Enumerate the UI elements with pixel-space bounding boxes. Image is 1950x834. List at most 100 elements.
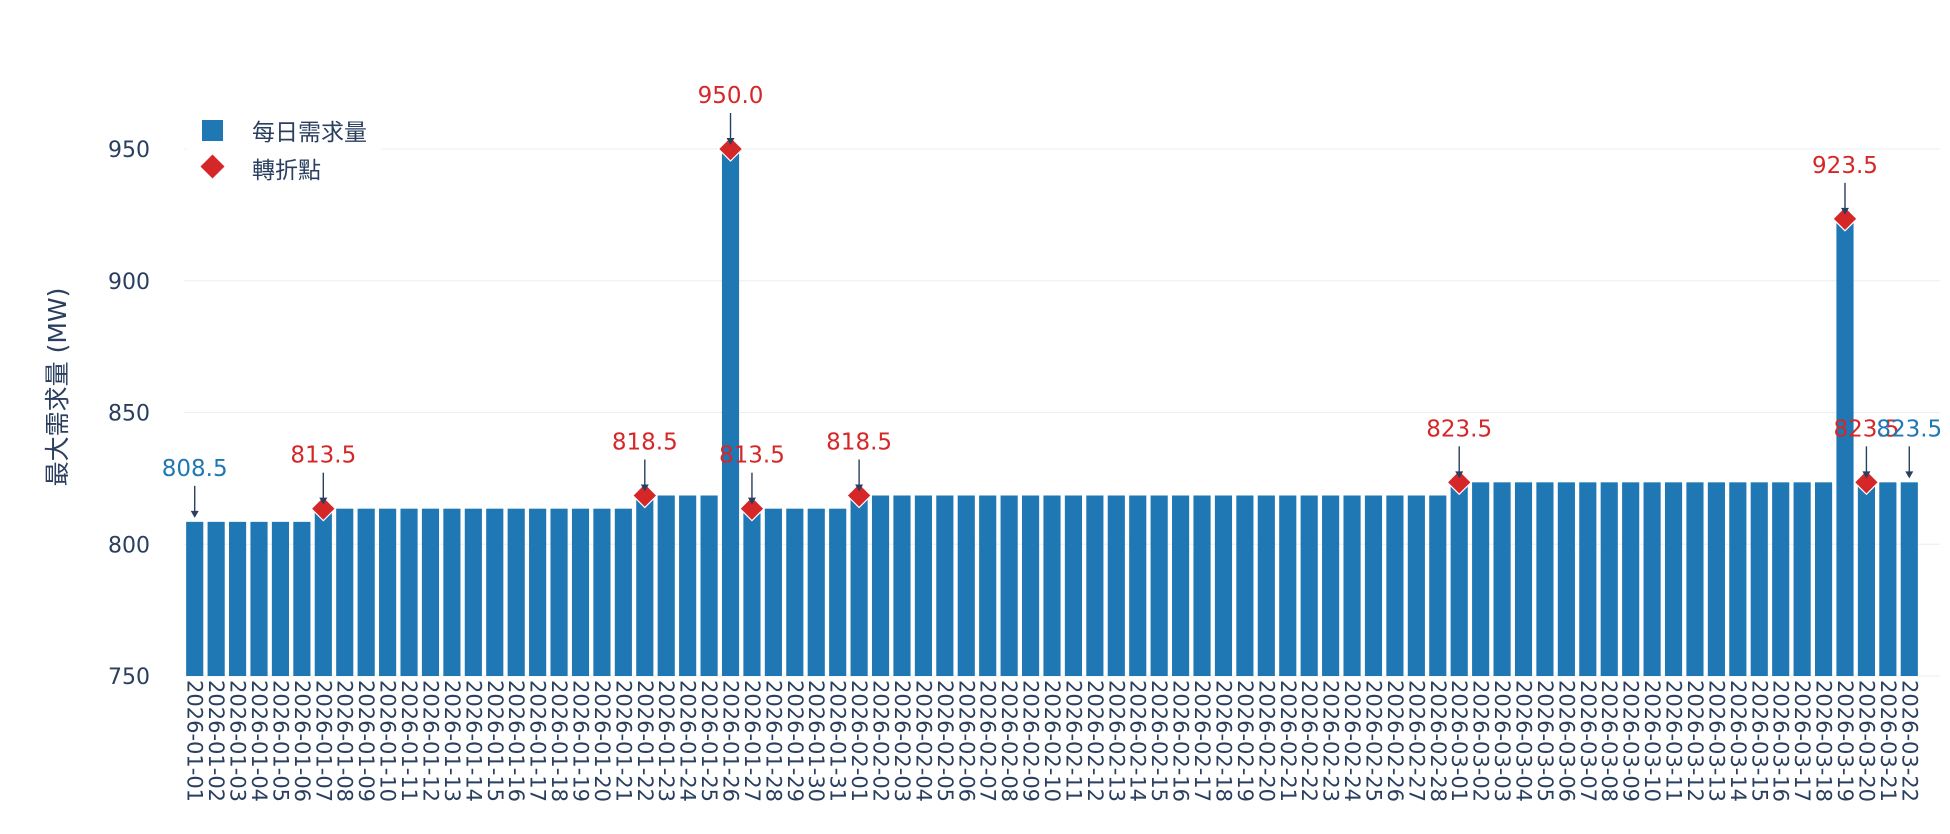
bar [1493, 482, 1511, 676]
bar [1450, 482, 1468, 676]
x-tick-label: 2026-01-17 [526, 680, 550, 802]
bar [1021, 495, 1040, 676]
annotation-label: 818.5 [612, 430, 678, 456]
x-tick-label: 2026-03-22 [1897, 680, 1921, 802]
x-tick-label: 2026-02-06 [954, 680, 978, 802]
x-tick-label: 2026-02-15 [1147, 680, 1171, 802]
x-tick-label: 2026-02-04 [911, 680, 935, 802]
x-tick-label: 2026-03-13 [1704, 680, 1728, 802]
bar [1236, 495, 1254, 676]
bar [400, 508, 418, 676]
x-tick-label: 2026-01-30 [804, 680, 828, 802]
x-tick-label: 2026-02-07 [976, 680, 1000, 802]
x-tick-label: 2026-03-02 [1469, 680, 1493, 802]
annotation-arrow-head [1905, 471, 1914, 479]
bars [186, 149, 1918, 676]
x-axis-ticks: 2026-01-012026-01-022026-01-032026-01-04… [183, 680, 1922, 802]
bar [271, 521, 290, 676]
legend-marker-swatch[interactable] [200, 154, 225, 179]
bar [786, 508, 804, 676]
turning-point-marker [631, 482, 658, 509]
x-tick-label: 2026-02-16 [1169, 680, 1193, 802]
bar [1086, 495, 1104, 676]
bar [314, 508, 332, 676]
legend-label-turning-point[interactable]: 轉折點 [252, 158, 321, 184]
annotation-arrow-head [319, 497, 328, 505]
x-tick-label: 2026-03-20 [1854, 680, 1878, 802]
bar [700, 495, 718, 676]
annotation-label: 813.5 [290, 443, 356, 469]
bar [1857, 482, 1875, 676]
bar [1150, 495, 1168, 676]
x-tick-label: 2026-03-07 [1576, 680, 1600, 802]
x-tick-label: 2026-01-09 [354, 680, 378, 802]
turning-point-marker [1853, 469, 1880, 496]
x-tick-label: 2026-01-16 [504, 680, 528, 802]
x-tick-label: 2026-03-15 [1747, 680, 1771, 802]
bar [486, 508, 504, 676]
x-tick-label: 2026-01-27 [740, 680, 764, 802]
x-tick-label: 2026-01-12 [418, 680, 442, 802]
legend-label-daily-demand[interactable]: 每日需求量 [252, 120, 367, 146]
annotation-arrow-head [640, 484, 649, 492]
bar [1064, 495, 1083, 676]
x-tick-label: 2026-02-19 [1233, 680, 1257, 802]
legend[interactable]: 每日需求量 轉折點 [186, 110, 382, 202]
bar [764, 508, 782, 676]
x-tick-label: 2026-03-05 [1533, 680, 1557, 802]
bar [1279, 495, 1297, 676]
bar [186, 521, 204, 676]
x-tick-label: 2026-02-20 [1254, 680, 1278, 802]
bar [464, 508, 482, 676]
x-tick-label: 2026-01-04 [247, 680, 271, 802]
x-tick-label: 2026-03-06 [1554, 680, 1578, 802]
bar [550, 508, 568, 676]
x-tick-label: 2026-01-02 [204, 680, 228, 802]
x-tick-label: 2026-03-18 [1812, 680, 1836, 802]
bar [850, 495, 868, 676]
bar [1172, 495, 1190, 676]
annotation-arrow-head [726, 138, 735, 145]
x-tick-label: 2026-02-02 [869, 680, 893, 802]
x-tick-label: 2026-02-28 [1426, 680, 1450, 802]
bar [357, 508, 375, 676]
annotations: 808.5 813.5 818.5 950.0 813.5 818.5 823.5 923.5… [162, 83, 1942, 518]
x-tick-label: 2026-01-20 [590, 680, 614, 802]
bar [1429, 495, 1447, 676]
bar [1129, 495, 1147, 676]
y-tick-label: 850 [108, 402, 150, 427]
turning-point-marker [1832, 205, 1858, 232]
x-tick-label: 2026-01-28 [761, 680, 785, 802]
bar [1407, 495, 1425, 676]
bar [1879, 482, 1897, 676]
x-tick-label: 2026-02-22 [1297, 680, 1321, 802]
x-tick-label: 2026-02-23 [1319, 680, 1343, 802]
bar [1536, 482, 1554, 676]
x-tick-label: 2026-02-12 [1083, 680, 1107, 802]
x-tick-label: 2026-03-21 [1876, 680, 1900, 802]
bar [614, 508, 632, 676]
legend-bar-swatch[interactable] [202, 120, 223, 141]
x-tick-label: 2026-01-24 [676, 680, 700, 802]
x-tick-label: 2026-02-01 [847, 680, 871, 802]
x-tick-label: 2026-01-01 [183, 680, 207, 802]
x-tick-label: 2026-03-08 [1597, 680, 1621, 802]
x-tick-label: 2026-02-27 [1404, 680, 1428, 802]
y-tick-label: 750 [108, 665, 150, 690]
annotation-arrow-head [747, 497, 756, 505]
bar [1579, 482, 1597, 676]
turning-point-marker [1446, 469, 1473, 496]
bar [571, 508, 590, 676]
y-tick-label: 900 [108, 270, 150, 295]
y-tick-label: 950 [108, 138, 150, 163]
x-tick-label: 2026-03-10 [1640, 680, 1664, 802]
x-tick-label: 2026-01-14 [461, 680, 485, 802]
x-tick-label: 2026-01-26 [719, 680, 743, 802]
bar [1686, 482, 1704, 676]
bar [1772, 482, 1790, 676]
x-tick-label: 2026-03-09 [1619, 680, 1643, 802]
x-tick-label: 2026-02-13 [1104, 680, 1128, 802]
x-tick-label: 2026-01-23 [654, 680, 678, 802]
bar [1707, 482, 1725, 676]
